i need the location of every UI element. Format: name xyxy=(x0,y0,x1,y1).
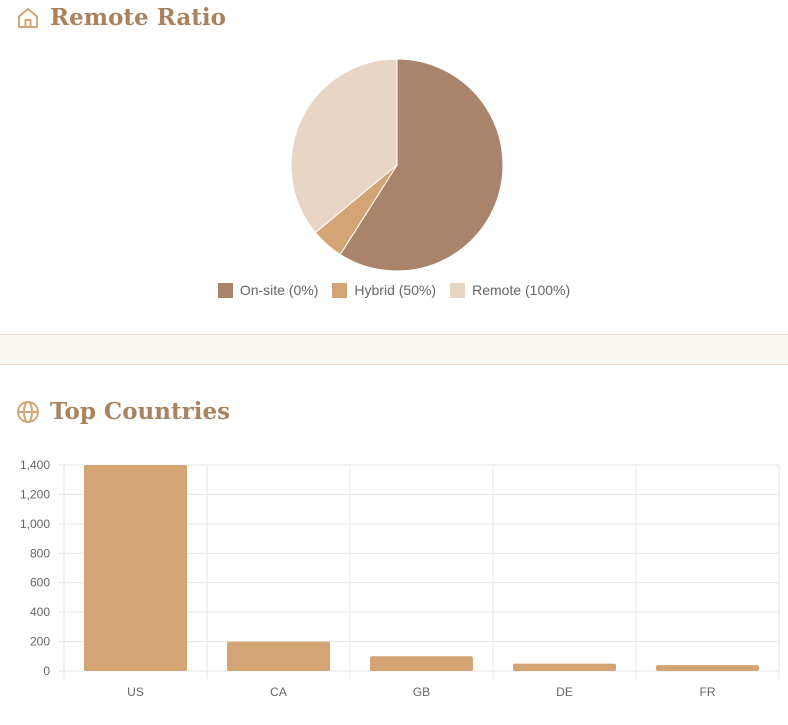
x-tick-label: FR xyxy=(700,685,716,699)
remote-ratio-pie-chart xyxy=(290,58,504,272)
legend-label: On-site (0%) xyxy=(239,282,319,298)
remote-ratio-title: Remote Ratio xyxy=(16,4,226,31)
legend-item[interactable]: Remote (100%) xyxy=(450,282,570,298)
y-tick-label: 0 xyxy=(43,664,50,678)
bar-ca[interactable] xyxy=(227,641,330,671)
legend-swatch xyxy=(450,282,466,298)
x-tick-label: GB xyxy=(413,685,430,699)
x-tick-label: DE xyxy=(556,685,573,699)
legend-swatch xyxy=(332,282,348,298)
y-tick-label: 200 xyxy=(30,635,50,649)
x-tick-label: CA xyxy=(270,685,287,699)
legend-item[interactable]: Hybrid (50%) xyxy=(332,282,436,298)
legend-label: Hybrid (50%) xyxy=(354,282,437,298)
top-countries-bar-chart: 0 200 400 600 800 1,000 1,200 1,400 US CA GB DE FR xyxy=(20,458,780,699)
legend-item[interactable]: On-site (0%) xyxy=(217,282,319,298)
legend-label: Remote (100%) xyxy=(472,282,571,298)
x-tick-label: US xyxy=(127,685,144,699)
bar-gb[interactable] xyxy=(370,656,473,671)
top-countries-title-text: Top Countries xyxy=(50,398,231,425)
pie-slice-3[interactable] xyxy=(290,58,398,234)
remote-ratio-title-text: Remote Ratio xyxy=(50,4,226,31)
y-tick-label: 400 xyxy=(30,605,50,619)
y-tick-label: 1,000 xyxy=(20,517,50,531)
pie-legend: On-site (0%) Hybrid (50%) Remote (100%) xyxy=(0,282,788,298)
bar-fr[interactable] xyxy=(656,665,759,671)
y-tick-label: 1,200 xyxy=(20,487,50,501)
bar-us[interactable] xyxy=(84,465,187,671)
globe-icon xyxy=(16,400,40,424)
pie-slice-1[interactable] xyxy=(339,58,504,272)
legend-swatch xyxy=(217,282,233,298)
section-divider xyxy=(0,334,788,365)
home-icon xyxy=(16,6,40,30)
y-tick-label: 1,400 xyxy=(20,458,50,472)
top-countries-title: Top Countries xyxy=(16,398,230,425)
bar-de[interactable] xyxy=(513,663,616,671)
y-tick-label: 600 xyxy=(30,576,50,590)
y-tick-label: 800 xyxy=(30,546,50,560)
